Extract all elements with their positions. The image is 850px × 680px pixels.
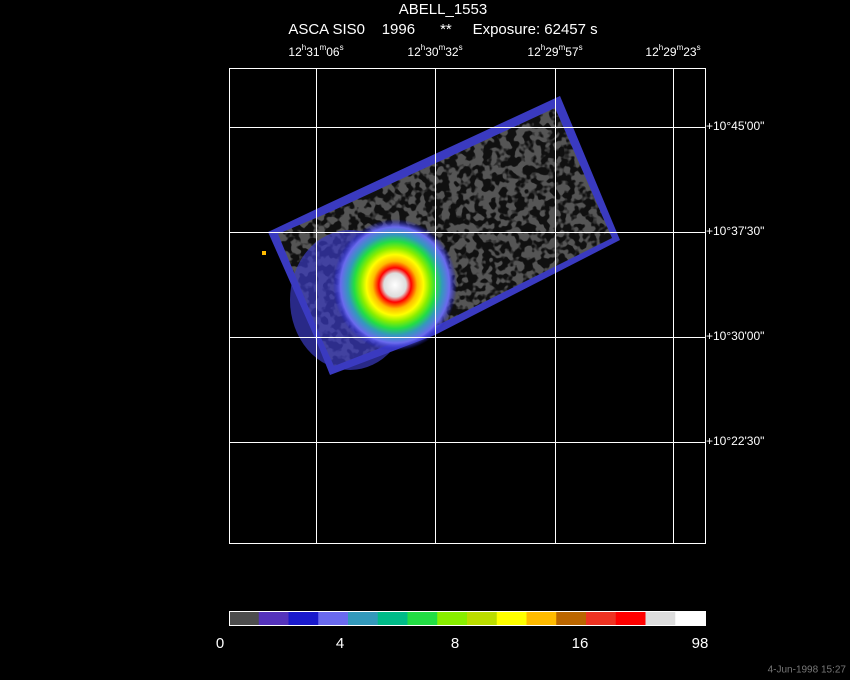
title: ABELL_1553	[399, 1, 487, 18]
dec-label: +10°45'00"	[706, 119, 764, 133]
ra-unit: s	[340, 43, 344, 52]
colorbar-swatch	[407, 611, 438, 625]
ra-label: 12h29m57s	[527, 43, 582, 59]
coordinate-grid	[229, 68, 706, 544]
ra-unit: m	[559, 43, 566, 52]
ra-value: 12	[407, 45, 421, 59]
colorbar-swatch	[318, 611, 349, 625]
colorbar-swatch	[288, 611, 319, 625]
ra-value: 12	[288, 45, 302, 59]
colorbar-swatch	[675, 611, 706, 625]
colorbar-label: 98	[692, 635, 709, 652]
colorbar-label: 0	[216, 635, 224, 652]
ra-unit: h	[659, 43, 663, 52]
ra-unit: h	[541, 43, 545, 52]
colorbar-swatch	[586, 611, 617, 625]
colorbar-label: 4	[336, 635, 344, 652]
colorbar-swatch	[467, 611, 498, 625]
ra-value: 29	[545, 45, 559, 59]
ra-value: 32	[445, 45, 459, 59]
ra-unit: m	[677, 43, 684, 52]
ra-value: 12	[645, 45, 659, 59]
ra-unit: s	[697, 43, 701, 52]
ra-unit: m	[439, 43, 446, 52]
ra-value: 57	[565, 45, 579, 59]
ra-unit: s	[459, 43, 463, 52]
dec-label: +10°30'00"	[706, 329, 764, 343]
ra-unit: h	[421, 43, 425, 52]
timestamp: 4-Jun-1998 15:27	[768, 665, 847, 676]
ra-value: 31	[306, 45, 320, 59]
ra-value: 29	[663, 45, 677, 59]
colorbar-swatch	[526, 611, 557, 625]
subtitle: ASCA SIS0 1996 ** Exposure: 62457 s	[288, 21, 597, 38]
colorbar-swatch	[437, 611, 468, 625]
colorbar-frame	[229, 611, 706, 626]
colorbar-swatch	[615, 611, 646, 625]
colorbar-swatch	[348, 611, 379, 625]
colorbar-swatch	[496, 611, 527, 625]
colorbar-swatch	[377, 611, 408, 625]
dec-label: +10°22'30"	[706, 434, 764, 448]
ra-unit: m	[320, 43, 327, 52]
ra-value: 23	[683, 45, 697, 59]
ra-value: 30	[425, 45, 439, 59]
ra-label: 12h30m32s	[407, 43, 462, 59]
colorbar-swatch	[258, 611, 289, 625]
ra-value: 12	[527, 45, 541, 59]
colorbar-swatch	[229, 611, 260, 625]
colorbar-label: 16	[572, 635, 589, 652]
colorbar-swatch	[556, 611, 587, 625]
dec-label: +10°37'30"	[706, 224, 764, 238]
ra-unit: h	[302, 43, 306, 52]
image	[262, 96, 620, 375]
ra-unit: s	[579, 43, 583, 52]
ra-label: 12h29m23s	[645, 43, 700, 59]
ra-value: 06	[326, 45, 340, 59]
dec-labels: +10°45'00" +10°37'30" +10°30'00" +10°22'30"	[706, 119, 764, 448]
colorbar-swatch	[645, 611, 676, 625]
colorbar: 0 4 8 16 98	[216, 611, 709, 652]
colorbar-label: 8	[451, 635, 459, 652]
ra-labels: 12h31m06s 12h30m32s 12h29m57s 12h29m23s	[288, 43, 700, 59]
ra-label: 12h31m06s	[288, 43, 343, 59]
